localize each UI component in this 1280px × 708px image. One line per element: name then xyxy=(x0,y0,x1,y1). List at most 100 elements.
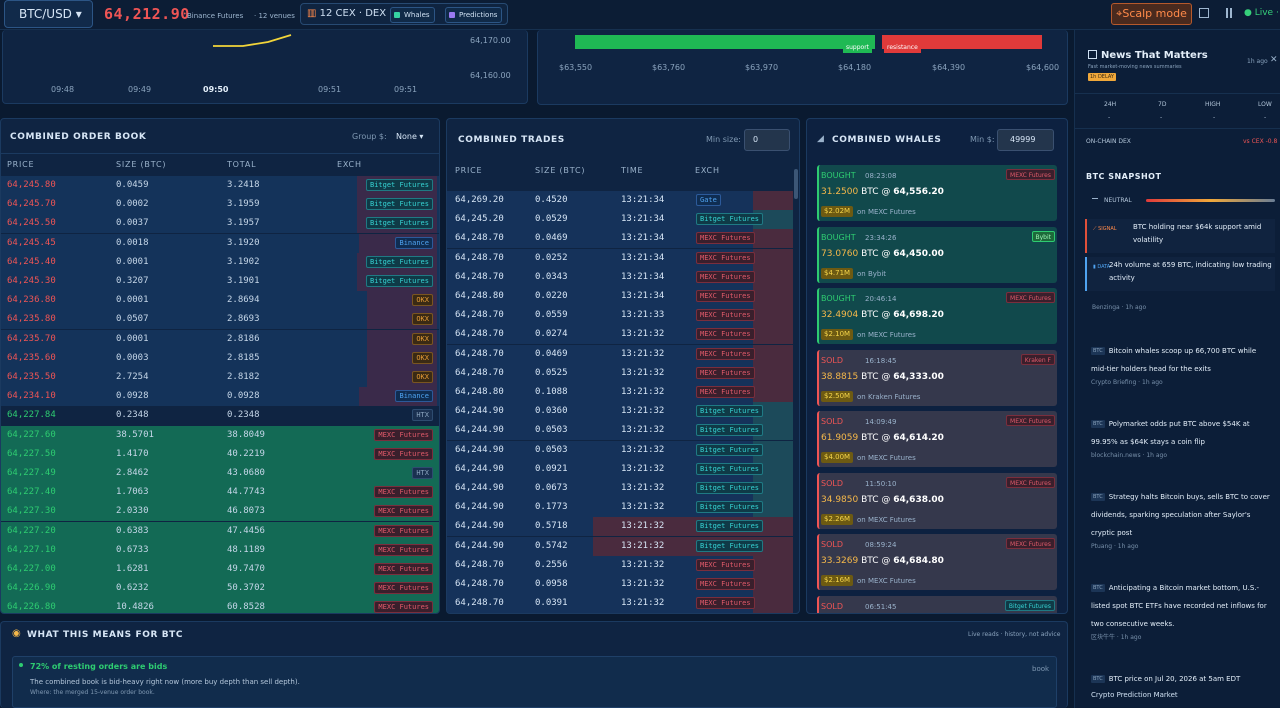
trade-row[interactable]: 64,269.20 0.4520 13:21:34 Gate xyxy=(447,191,793,210)
order-book-row[interactable]: 64,245.45 0.0018 3.1920 Binance xyxy=(1,233,439,253)
news-item[interactable]: BTC Anticipating a Bitcoin market bottom,… xyxy=(1091,579,1271,643)
price-cell: 64,248.70 xyxy=(455,348,504,359)
order-book-row[interactable]: 64,227.84 0.2348 0.2348 HTX xyxy=(1,406,439,426)
news-item[interactable]: BTC BTC price on Jul 20, 2026 at 5am EDT C… xyxy=(1091,670,1271,702)
total-cell: 47.4456 xyxy=(227,525,265,536)
close-icon[interactable]: ✕ xyxy=(1270,55,1278,65)
price-cell: 64,248.80 xyxy=(455,387,504,397)
trade-row[interactable]: 64,248.70 0.0343 13:21:34 MEXC Futures xyxy=(447,267,793,287)
order-book-row[interactable]: 64,236.80 0.0001 2.8694 OKX xyxy=(1,291,439,311)
predictions-toggle[interactable]: Predictions xyxy=(445,7,503,23)
order-book-row[interactable]: 64,227.20 0.6383 47.4456 MEXC Futures xyxy=(1,521,439,541)
size-cell: 0.0673 xyxy=(535,483,568,493)
trade-row[interactable]: 64,244.90 0.0673 13:21:32 Bitget Futures xyxy=(447,479,793,498)
group-select[interactable]: None ▾ xyxy=(396,132,424,141)
whale-unit: BTC @ xyxy=(858,494,894,505)
scrollbar[interactable] xyxy=(794,169,798,199)
whale-card[interactable]: SOLD 14:09:49 MEXC Futures 61.9059 BTC @ 64… xyxy=(817,411,1057,467)
price-cell: 64,226.80 xyxy=(7,602,56,613)
snapshot-title: BTC SNAPSHOT xyxy=(1086,172,1162,181)
order-book-row[interactable]: 64,245.70 0.0002 3.1959 Bitget Futures xyxy=(1,195,439,215)
trade-row[interactable]: 64,248.70 0.0274 13:21:32 MEXC Futures xyxy=(447,325,793,345)
size-cell: 0.0529 xyxy=(535,214,568,225)
news-item[interactable]: BTC Bitcoin whales scoop up 66,700 BTC wh… xyxy=(1091,342,1271,388)
trade-row[interactable]: 64,248.70 0.0525 13:21:32 MEXC Futures xyxy=(447,363,793,383)
whale-time: 16:18:45 xyxy=(865,356,897,365)
order-book-row[interactable]: 64,227.00 1.6281 49.7470 MEXC Futures xyxy=(1,560,439,579)
time-cell: 13:21:34 xyxy=(621,214,665,225)
price-cell: 64,244.90 xyxy=(455,406,504,417)
news-item[interactable]: BTC Polymarket odds put BTC above $54K at… xyxy=(1091,415,1271,461)
trade-row[interactable]: 64,248.80 0.1088 13:21:32 MEXC Futures xyxy=(447,383,793,402)
trade-row[interactable]: 64,244.90 0.0360 13:21:32 Bitget Futures xyxy=(447,402,793,422)
whale-card[interactable]: SOLD 11:50:10 MEXC Futures 34.9850 BTC @ 64… xyxy=(817,472,1057,529)
whales-toggle[interactable]: Whales xyxy=(390,7,435,23)
order-book-row[interactable]: 64,245.80 0.0459 3.2418 Bitget Futures xyxy=(1,176,439,195)
trade-row[interactable]: 64,244.90 0.5742 13:21:32 Bitget Futures xyxy=(447,536,793,556)
whale-venue: on Kraken Futures xyxy=(857,392,921,401)
order-book-row[interactable]: 64,227.49 2.8462 43.0680 HTX xyxy=(1,464,439,483)
layout-icon[interactable] xyxy=(1199,8,1209,18)
whale-amount: 33.3269 BTC @ 64,684.80 xyxy=(821,556,944,566)
trade-row[interactable]: 64,248.70 0.0559 13:21:33 MEXC Futures xyxy=(447,306,793,326)
order-book-row[interactable]: 64,245.40 0.0001 3.1902 Bitget Futures xyxy=(1,252,439,272)
trade-row[interactable]: 64,248.70 0.0469 13:21:34 MEXC Futures xyxy=(447,229,793,249)
trade-row[interactable]: 64,248.70 0.0391 13:21:32 MEXC Futures xyxy=(447,594,793,613)
stat-high-label: HIGH xyxy=(1205,101,1221,108)
price-cell: 64,227.30 xyxy=(7,506,56,517)
trade-row[interactable]: 64,244.90 0.0921 13:21:32 Bitget Futures xyxy=(447,459,793,479)
trade-row[interactable]: 64,248.70 0.0958 13:21:32 MEXC Futures xyxy=(447,575,793,594)
pair-selector[interactable]: BTC/USD ▾ xyxy=(4,0,93,28)
order-book-row[interactable]: 64,227.50 1.4170 40.2219 MEXC Futures xyxy=(1,444,439,464)
whale-venue: on MEXC Futures xyxy=(857,454,916,462)
size-shade xyxy=(753,363,793,383)
order-book-row[interactable]: 64,227.30 2.0330 46.8073 MEXC Futures xyxy=(1,502,439,522)
trade-row[interactable]: 64,248.70 0.0469 13:21:32 MEXC Futures xyxy=(447,344,793,364)
col-exch: EXCH xyxy=(695,166,720,175)
trade-row[interactable]: 64,244.90 0.1773 13:21:32 Bitget Futures xyxy=(447,498,793,518)
order-book-row[interactable]: 64,227.60 38.5701 38.8049 MEXC Futures xyxy=(1,425,439,445)
source-selector[interactable]: ▥ 12 CEX · DEX Whales Predictions xyxy=(300,3,508,25)
whale-card[interactable]: BOUGHT 20:46:14 MEXC Futures 32.4904 BTC @ … xyxy=(817,288,1057,344)
order-book-row[interactable]: 64,235.60 0.0003 2.8185 OKX xyxy=(1,348,439,368)
order-book-row[interactable]: 64,235.70 0.0001 2.8186 OKX xyxy=(1,329,439,349)
order-book-row[interactable]: 64,226.90 0.6232 50.3702 MEXC Futures xyxy=(1,579,439,599)
min-usd-input[interactable]: 49999 xyxy=(997,129,1054,151)
order-book-row[interactable]: 64,227.10 0.6733 48.1189 MEXC Futures xyxy=(1,540,439,560)
insight-card: 72% of resting orders are bids The combi… xyxy=(12,656,1057,708)
trade-row[interactable]: 64,248.70 0.2556 13:21:32 MEXC Futures xyxy=(447,555,793,575)
order-book-row[interactable]: 64,234.10 0.0928 0.0928 Binance xyxy=(1,387,439,407)
scalp-mode-button[interactable]: ⌖Scalp mode xyxy=(1111,3,1192,25)
exchange-badge: MEXC Futures xyxy=(1006,538,1055,549)
exchange-badge: MEXC Futures xyxy=(374,447,433,460)
whale-card[interactable]: SOLD 08:59:24 MEXC Futures 33.3269 BTC @ 64… xyxy=(817,534,1057,590)
order-book-row[interactable]: 64,235.80 0.0507 2.8693 OKX xyxy=(1,310,439,330)
trade-row[interactable]: 64,248.70 0.0252 13:21:34 MEXC Futures xyxy=(447,248,793,268)
trade-row[interactable]: 64,248.80 0.0220 13:21:34 MEXC Futures xyxy=(447,287,793,306)
price-chart[interactable] xyxy=(3,30,528,104)
whale-card[interactable]: SOLD 16:18:45 Kraken F 38.8815 BTC @ 64,333… xyxy=(817,349,1057,406)
news-source: blockchain.news · 1h ago xyxy=(1091,452,1168,459)
order-book-row[interactable]: 64,226.80 10.4826 60.8528 MEXC Futures xyxy=(1,598,439,613)
whale-card[interactable]: BOUGHT 08:23:08 MEXC Futures 31.2500 BTC @ … xyxy=(817,165,1057,221)
exchange-badge: Bybit xyxy=(1031,230,1055,242)
whale-card[interactable]: SOLD 06:51:45 Bitget Futures xyxy=(817,595,1057,613)
total-cell: 48.1189 xyxy=(227,544,265,555)
min-size-input[interactable]: 0 xyxy=(744,129,790,151)
news-item[interactable]: BTC Strategy halts Bitcoin buys, sells BT… xyxy=(1091,488,1271,552)
pause-icon[interactable] xyxy=(1226,8,1232,18)
trade-row[interactable]: 64,244.90 0.0503 13:21:32 Bitget Futures xyxy=(447,421,793,441)
price-cell: 64,244.90 xyxy=(455,425,504,436)
whale-card[interactable]: BOUGHT 23:34:26 Bybit 73.0760 BTC @ 64,450.… xyxy=(817,226,1057,283)
order-book-row[interactable]: 64,245.50 0.0037 3.1957 Bitget Futures xyxy=(1,214,439,234)
trade-row[interactable]: 64,244.90 0.5718 13:21:32 Bitget Futures xyxy=(447,517,793,537)
time-cell: 13:21:32 xyxy=(621,540,665,551)
order-book-row[interactable]: 64,235.50 2.7254 2.8182 OKX xyxy=(1,368,439,387)
news-title: News That Matters xyxy=(1101,50,1208,61)
trade-row[interactable]: 64,245.20 0.0529 13:21:34 Bitget Futures xyxy=(447,210,793,230)
exchange-badge: MEXC Futures xyxy=(696,578,755,590)
size-cell: 1.7063 xyxy=(116,487,149,498)
order-book-row[interactable]: 64,245.30 0.3207 3.1901 Bitget Futures xyxy=(1,272,439,291)
trade-row[interactable]: 64,244.90 0.0503 13:21:32 Bitget Futures xyxy=(447,440,793,460)
order-book-row[interactable]: 64,227.40 1.7063 44.7743 MEXC Futures xyxy=(1,483,439,503)
